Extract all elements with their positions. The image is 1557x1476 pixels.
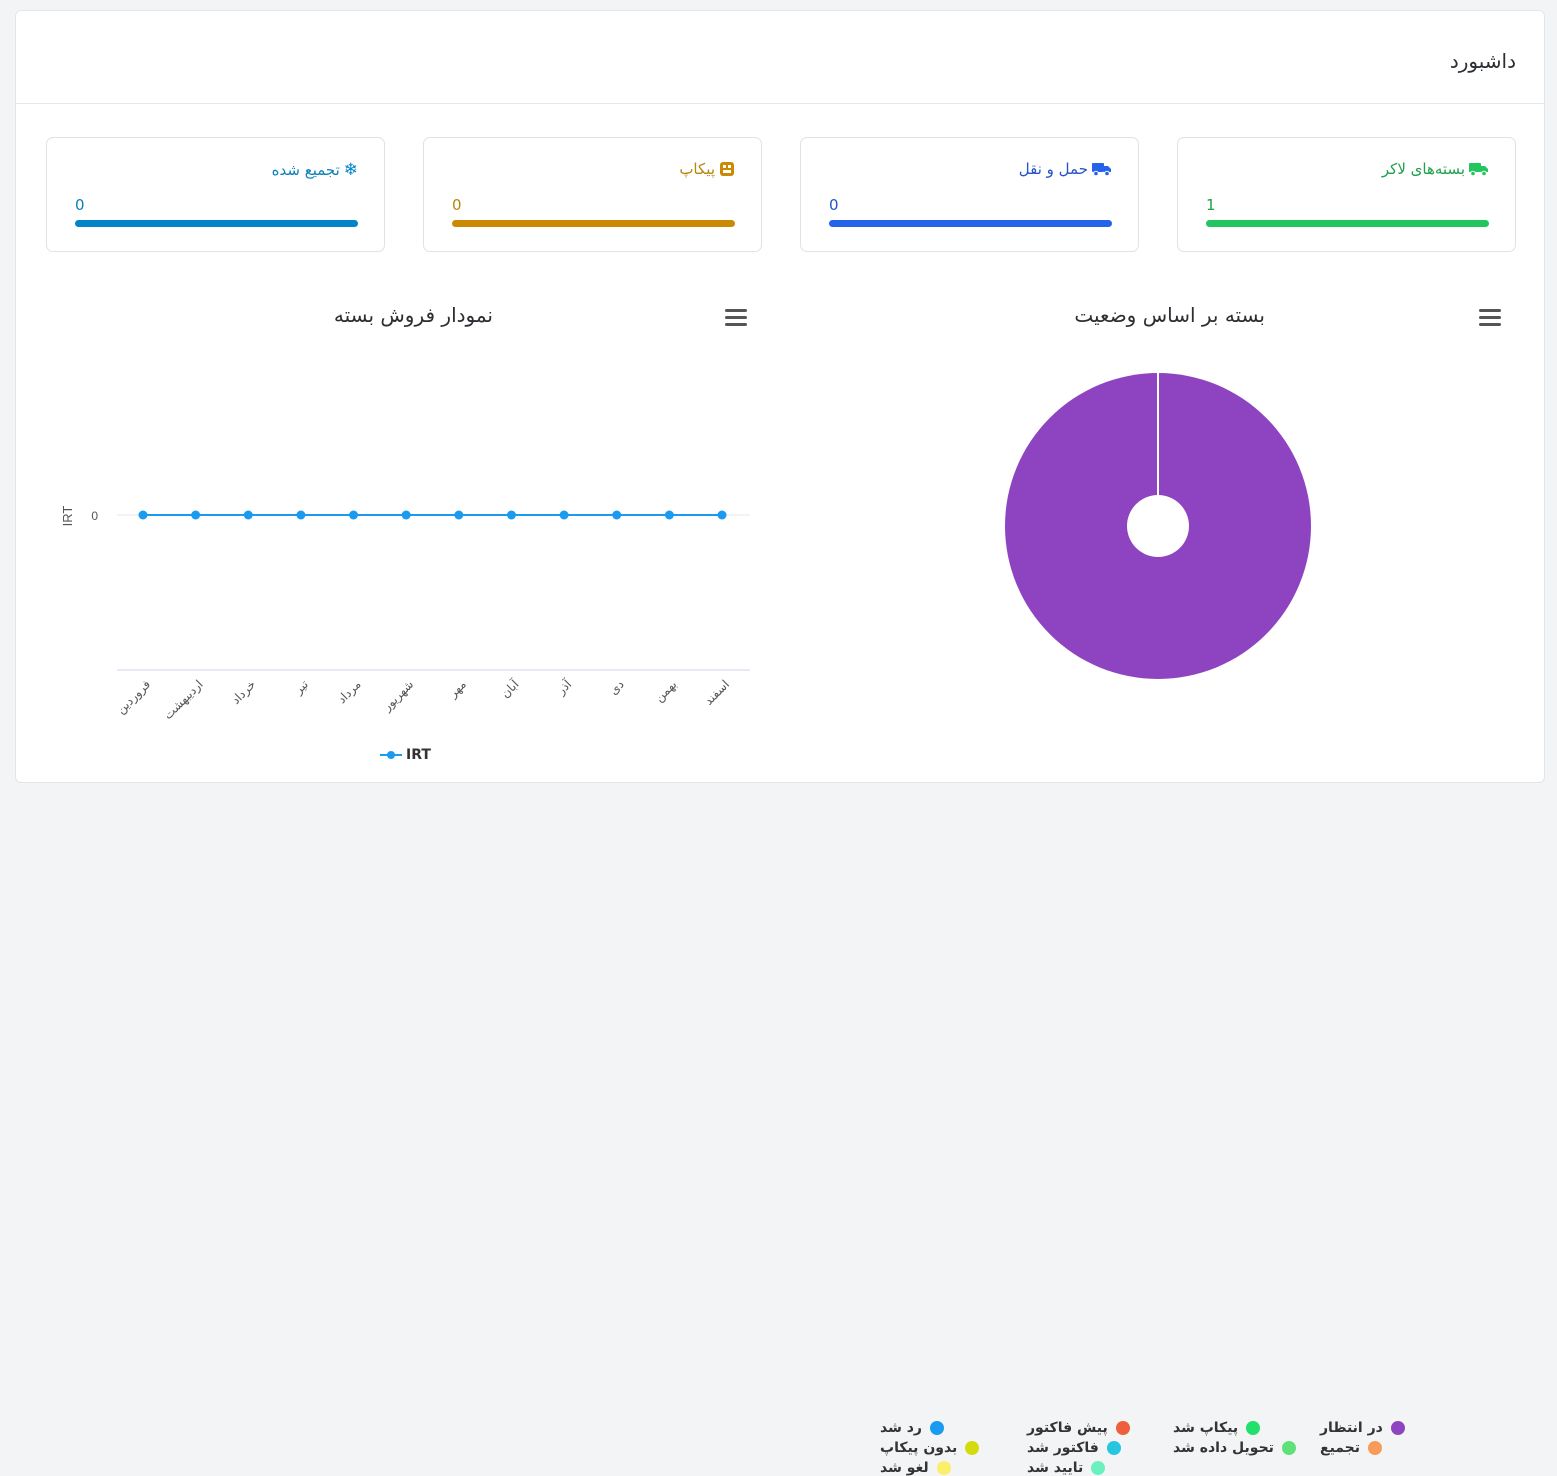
- data-point[interactable]: [296, 510, 306, 520]
- stat-value-transport: 0: [829, 196, 839, 214]
- sales-chart-title: نمودار فروش بسته: [333, 303, 493, 327]
- snowflake-icon: ❄: [343, 160, 358, 180]
- legend-dot: [929, 1421, 944, 1435]
- legend-item-rejected[interactable]: رد شد: [880, 1420, 944, 1436]
- data-point[interactable]: [138, 510, 148, 520]
- data-point[interactable]: [506, 510, 516, 520]
- progress-bar-consolidated: [75, 220, 358, 227]
- progress-bar-transport: [829, 220, 1112, 227]
- progress-fill-consolidated: [75, 220, 358, 227]
- data-point[interactable]: [559, 510, 569, 520]
- legend-dot: [1281, 1441, 1296, 1455]
- sales-legend-item[interactable]: IRT: [380, 747, 431, 763]
- legend-dot: [1106, 1441, 1121, 1455]
- stat-label-transport: حمل و نقل: [1019, 160, 1112, 178]
- x-tick-label: مرداد: [335, 677, 365, 707]
- progress-fill-transport: [829, 220, 1112, 227]
- stat-value-consolidated: 0: [75, 196, 85, 214]
- data-point[interactable]: [349, 510, 359, 520]
- sales-line-chart: IRT 0 فروردین اردیبهشت خرداد تیر مرداد شهریور…: [60, 506, 750, 723]
- x-tick-label: اردیبهشت: [161, 677, 207, 723]
- stat-label-consolidated: ❄ تجمیع شده: [271, 160, 358, 180]
- legend-dot: [1115, 1421, 1130, 1435]
- legend-dot: [965, 1441, 980, 1455]
- card-header: داشبورد: [16, 11, 1544, 104]
- data-point[interactable]: [191, 510, 201, 520]
- stat-card-transport: حمل و نقل 0: [800, 137, 1139, 252]
- x-tick-label: آبان: [497, 676, 522, 701]
- x-tick-label: آذر: [553, 676, 576, 699]
- legend-item-delivered[interactable]: تحویل داده شد: [1173, 1440, 1296, 1456]
- page-title: داشبورد: [1449, 49, 1516, 73]
- progress-fill-pickup: [452, 220, 735, 227]
- stat-card-pickup: پیکاپ 0: [423, 137, 762, 252]
- legend-item-consolidation[interactable]: تجمیع: [1320, 1440, 1383, 1456]
- legend-item-cancelled[interactable]: لغو شد: [880, 1460, 951, 1476]
- pie-center-hole: [1127, 495, 1189, 557]
- legend-dot: [1390, 1421, 1405, 1435]
- data-point[interactable]: [664, 510, 674, 520]
- x-tick-label: شهریور: [379, 677, 417, 715]
- legend-dot: [1091, 1461, 1106, 1475]
- progress-bar-pickup: [452, 220, 735, 227]
- line-legend-icon: [380, 751, 402, 759]
- x-tick-label: تیر: [291, 677, 312, 698]
- legend-item-approved[interactable]: تایید شد: [1027, 1460, 1106, 1476]
- legend-dot: [1368, 1441, 1383, 1455]
- legend-item-no-pickup[interactable]: بدون پیکاپ: [880, 1440, 980, 1456]
- status-pie-chart: [1005, 373, 1311, 679]
- x-tick-label: دی: [607, 677, 627, 697]
- x-tick-label: فروردین: [114, 677, 154, 717]
- legend-item-pending[interactable]: در انتظار: [1320, 1420, 1405, 1436]
- stat-label-locker: بسته‌های لاکر: [1382, 160, 1489, 178]
- progress-bar-locker: [1206, 220, 1489, 227]
- legend-item-picked-up[interactable]: پیکاپ شد: [1173, 1420, 1261, 1436]
- truck-icon: [1092, 162, 1111, 176]
- stat-value-locker: 1: [1206, 196, 1216, 214]
- box-icon: [720, 162, 734, 176]
- stat-label-pickup: پیکاپ: [679, 160, 735, 178]
- legend-dot: [936, 1461, 951, 1475]
- data-point[interactable]: [717, 510, 727, 520]
- data-point[interactable]: [612, 510, 622, 520]
- data-point[interactable]: [243, 510, 253, 520]
- y-tick-label: 0: [91, 509, 98, 523]
- status-chart-menu-icon[interactable]: [1479, 309, 1501, 327]
- data-point[interactable]: [401, 510, 411, 520]
- stat-value-pickup: 0: [452, 196, 462, 214]
- status-chart-title: بسته بر اساس وضعیت: [1074, 303, 1265, 327]
- x-tick-label: مهر: [445, 677, 469, 701]
- legend-dot: [1246, 1421, 1261, 1435]
- data-point[interactable]: [454, 510, 464, 520]
- x-tick-label: بهمن: [652, 677, 680, 705]
- x-tick-label: خرداد: [229, 677, 259, 707]
- stat-card-locker: بسته‌های لاکر 1: [1177, 137, 1516, 252]
- legend-item-pre-invoice[interactable]: پیش فاکتور: [1027, 1420, 1130, 1436]
- truck-icon: [1469, 162, 1488, 176]
- sales-chart-menu-icon[interactable]: [725, 309, 747, 327]
- progress-fill-locker: [1206, 220, 1489, 227]
- y-axis-label: IRT: [60, 506, 75, 527]
- x-tick-label: اسفند: [701, 677, 732, 708]
- stat-card-consolidated: ❄ تجمیع شده 0: [46, 137, 385, 252]
- legend-item-invoiced[interactable]: فاکتور شد: [1027, 1440, 1121, 1456]
